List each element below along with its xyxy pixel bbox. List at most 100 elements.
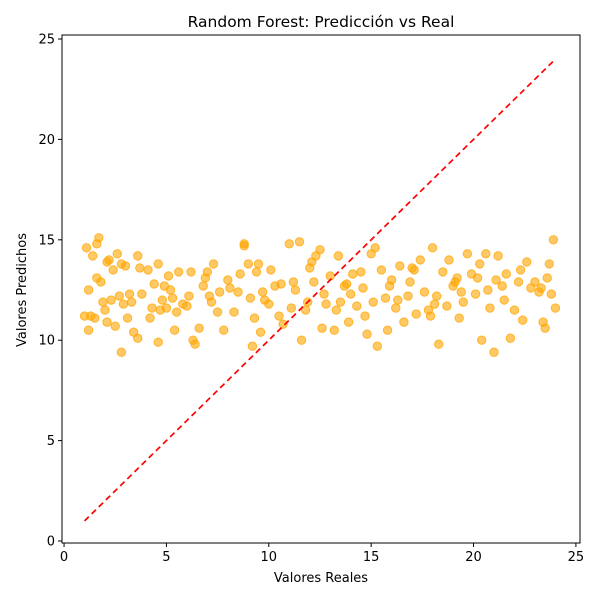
scatter-point <box>384 281 395 291</box>
scatter-point <box>491 275 501 285</box>
scatter-point <box>108 265 118 275</box>
scatter-point <box>225 283 235 293</box>
scatter-point <box>483 285 493 295</box>
scatter-point <box>255 327 266 337</box>
scatter-point <box>542 273 552 283</box>
scatter-point <box>219 325 229 335</box>
scatter-point <box>382 325 393 335</box>
scatter-point <box>415 255 425 265</box>
scatter-point <box>395 261 405 271</box>
scatter-point <box>470 289 481 299</box>
scatter-point <box>515 265 526 275</box>
scatter-point <box>122 313 133 323</box>
scatter-point <box>235 269 245 279</box>
scatter-point <box>546 289 557 299</box>
scatter-point <box>485 303 495 313</box>
scatter-point <box>83 325 94 335</box>
scatter-point <box>161 303 172 313</box>
scatter-point <box>411 309 421 319</box>
scatter-point <box>372 341 382 351</box>
scatter-point <box>522 257 532 267</box>
scatter-point <box>124 289 135 299</box>
scatter-point <box>257 287 268 297</box>
y-tick-label: 0 <box>47 534 55 549</box>
x-tick-label: 10 <box>261 550 278 565</box>
scatter-point <box>358 283 368 293</box>
scatter-point <box>229 307 239 317</box>
scatter-point <box>319 289 329 299</box>
scatter-point <box>174 267 184 277</box>
scatter-point <box>356 267 366 277</box>
scatter-point <box>276 279 286 289</box>
scatter-point <box>409 265 419 275</box>
scatter-point <box>186 267 196 277</box>
scatter-point <box>100 305 110 315</box>
chart-title: Random Forest: Predicción vs Real <box>188 13 455 31</box>
scatter-point <box>393 295 403 305</box>
scatter-point <box>309 277 319 287</box>
scatter-point <box>450 277 460 287</box>
scatter-point <box>290 285 301 295</box>
scatter-point <box>135 263 145 273</box>
y-tick-label: 25 <box>38 33 55 48</box>
scatter-point <box>286 303 297 313</box>
scatter-point <box>249 313 260 323</box>
scatter-point <box>458 297 468 307</box>
scatter-point <box>98 297 108 307</box>
x-tick-label: 25 <box>568 550 585 565</box>
scatter-point <box>501 269 511 279</box>
scatter-point <box>517 315 528 325</box>
scatter-point <box>202 267 213 277</box>
scatter-point <box>536 283 546 293</box>
scatter-point <box>530 277 540 287</box>
scatter-point <box>171 307 182 317</box>
scatter-point <box>266 265 276 275</box>
scatter-point <box>442 301 452 311</box>
scatter-point <box>493 251 503 261</box>
scatter-point <box>264 299 274 309</box>
scatter-point <box>169 325 180 335</box>
y-tick-label: 20 <box>38 133 55 148</box>
y-tick-label: 5 <box>47 434 55 449</box>
scatter-point <box>333 251 344 261</box>
scatter-point <box>133 333 143 343</box>
scatter-point <box>198 281 208 291</box>
x-tick-label: 20 <box>465 550 482 565</box>
scatter-point <box>145 313 155 323</box>
scatter-point <box>153 337 163 347</box>
scatter-point <box>456 287 466 297</box>
scatter-point <box>182 301 192 311</box>
scatter-point <box>429 299 440 309</box>
scatter-point <box>362 329 372 339</box>
scatter-point <box>239 241 249 251</box>
scatter-point <box>509 305 520 315</box>
scatter-point <box>489 347 499 357</box>
scatter-point <box>153 259 163 269</box>
scatter-point <box>368 297 378 307</box>
x-axis: 0 5 10 15 20 25 <box>60 543 584 565</box>
scatter-point <box>253 259 264 269</box>
scatter-point <box>184 291 194 301</box>
scatter-point <box>427 243 438 253</box>
scatter-point <box>391 303 401 313</box>
scatter-point <box>88 251 98 261</box>
scatter-point <box>114 291 125 301</box>
points-layer <box>79 233 561 357</box>
scatter-point <box>477 335 487 345</box>
y-tick-label: 15 <box>38 233 55 248</box>
scatter-point <box>343 317 354 327</box>
scatter-point <box>360 311 370 321</box>
scatter-point <box>294 237 305 247</box>
scatter-point <box>376 265 387 275</box>
scatter-point <box>540 323 550 333</box>
plot-frame <box>61 34 581 544</box>
scatter-point <box>81 243 92 253</box>
scatter-point <box>462 249 473 259</box>
scatter-point <box>438 267 448 277</box>
scatter-point <box>544 259 554 269</box>
scatter-point <box>106 295 116 305</box>
scatter-point <box>405 277 415 287</box>
scatter-point <box>245 293 256 303</box>
